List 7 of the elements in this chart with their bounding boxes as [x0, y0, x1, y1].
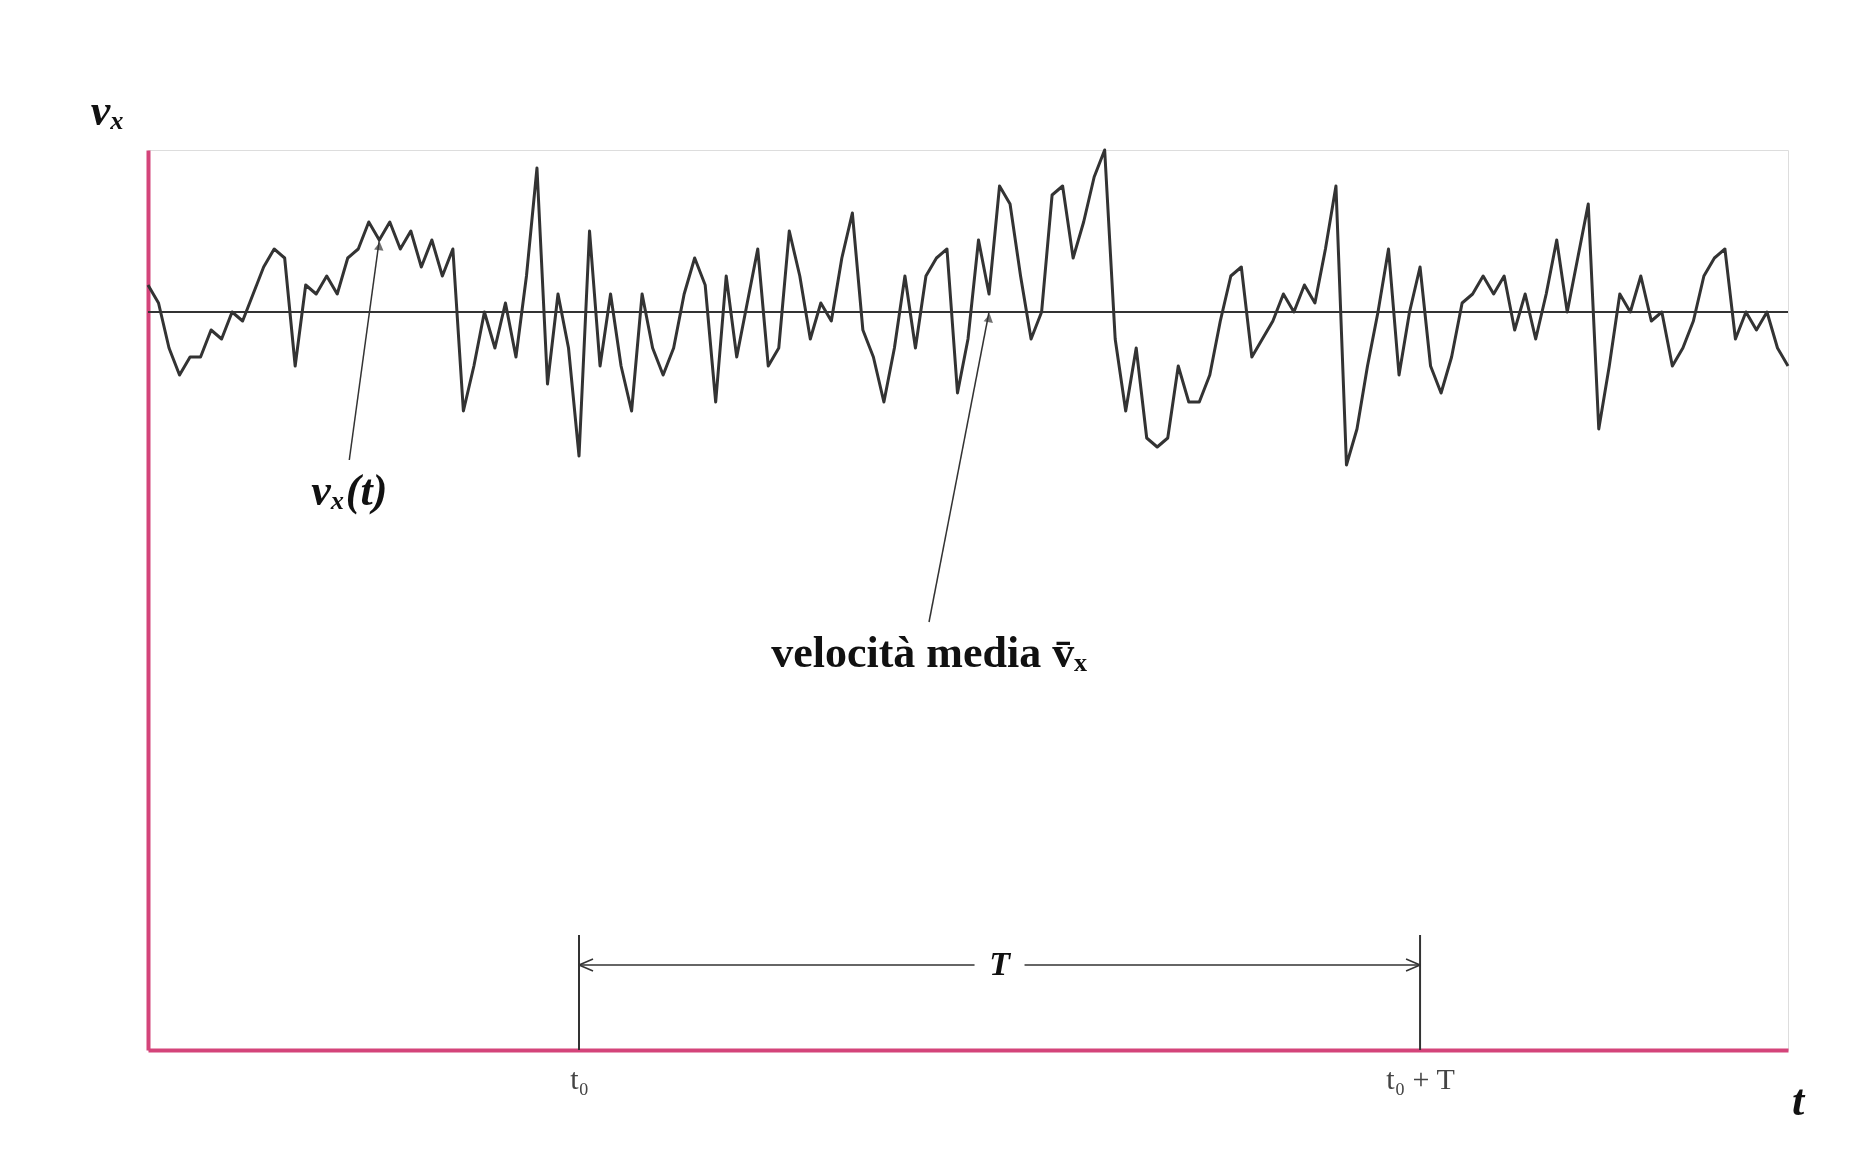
annotation: vₓ(t) — [311, 466, 388, 515]
annotation: T — [989, 945, 1012, 982]
x-tick-label: t₀ + T — [1386, 1061, 1455, 1095]
y-axis-title: vₓ — [90, 86, 126, 135]
x-axis-title: t — [1791, 1076, 1806, 1125]
x-tick-label: t₀ — [570, 1061, 589, 1095]
annotation: velocità media v̄ₓ — [771, 628, 1088, 677]
